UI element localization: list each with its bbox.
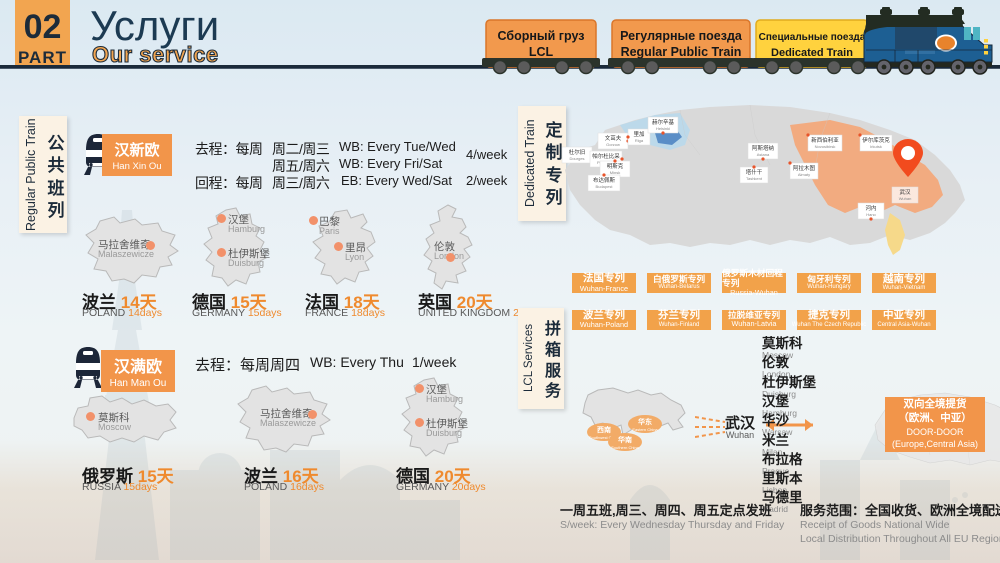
svg-text:赫尔辛基: 赫尔辛基 bbox=[652, 118, 675, 126]
svg-text:文茁夫: 文茁夫 bbox=[605, 134, 622, 142]
svg-text:Hano: Hano bbox=[866, 212, 876, 217]
svg-text:Регулярные поезда: Регулярные поезда bbox=[620, 29, 743, 43]
svg-text:Almaty: Almaty bbox=[798, 172, 810, 177]
svg-text:Regular Public Train: Regular Public Train bbox=[621, 45, 742, 59]
svg-text:Helsinki: Helsinki bbox=[656, 126, 670, 131]
svg-text:阿斯塔纳: 阿斯塔纳 bbox=[752, 144, 775, 152]
svg-text:Irkutsk: Irkutsk bbox=[870, 144, 882, 149]
svg-text:Tashkent: Tashkent bbox=[746, 176, 763, 181]
svg-text:布达佩斯: 布达佩斯 bbox=[593, 176, 616, 184]
svg-text:伊尔库茨克: 伊尔库茨克 bbox=[862, 136, 890, 144]
svg-text:阿拉木图: 阿拉木图 bbox=[793, 164, 816, 172]
svg-text:Astana: Astana bbox=[757, 152, 770, 157]
svg-text:Dedicated Train: Dedicated Train bbox=[771, 47, 853, 59]
svg-text:Dourges: Dourges bbox=[569, 156, 584, 161]
svg-text:LCL: LCL bbox=[529, 45, 554, 59]
svg-text:明斯克: 明斯克 bbox=[607, 162, 624, 170]
svg-text:Wuhan: Wuhan bbox=[899, 196, 912, 201]
svg-text:帕尔杜比采: 帕尔杜比采 bbox=[592, 152, 620, 160]
svg-text:Budapest: Budapest bbox=[596, 184, 614, 189]
svg-text:Novosibirsk: Novosibirsk bbox=[815, 144, 836, 149]
svg-text:Специальные поезда: Специальные поезда bbox=[759, 32, 866, 43]
svg-text:塔什干: 塔什干 bbox=[746, 168, 763, 176]
svg-text:Riga: Riga bbox=[635, 138, 644, 143]
svg-text:杜尔旧: 杜尔旧 bbox=[569, 148, 586, 156]
svg-text:Gorzow: Gorzow bbox=[606, 142, 620, 147]
svg-text:新西伯利亚: 新西伯利亚 bbox=[811, 136, 839, 144]
svg-text:河内: 河内 bbox=[865, 204, 876, 212]
svg-text:武汉: 武汉 bbox=[899, 188, 911, 196]
svg-text:Сборный груз: Сборный груз bbox=[498, 29, 585, 43]
svg-text:Minsk: Minsk bbox=[610, 170, 620, 175]
svg-text:里加: 里加 bbox=[633, 130, 644, 138]
